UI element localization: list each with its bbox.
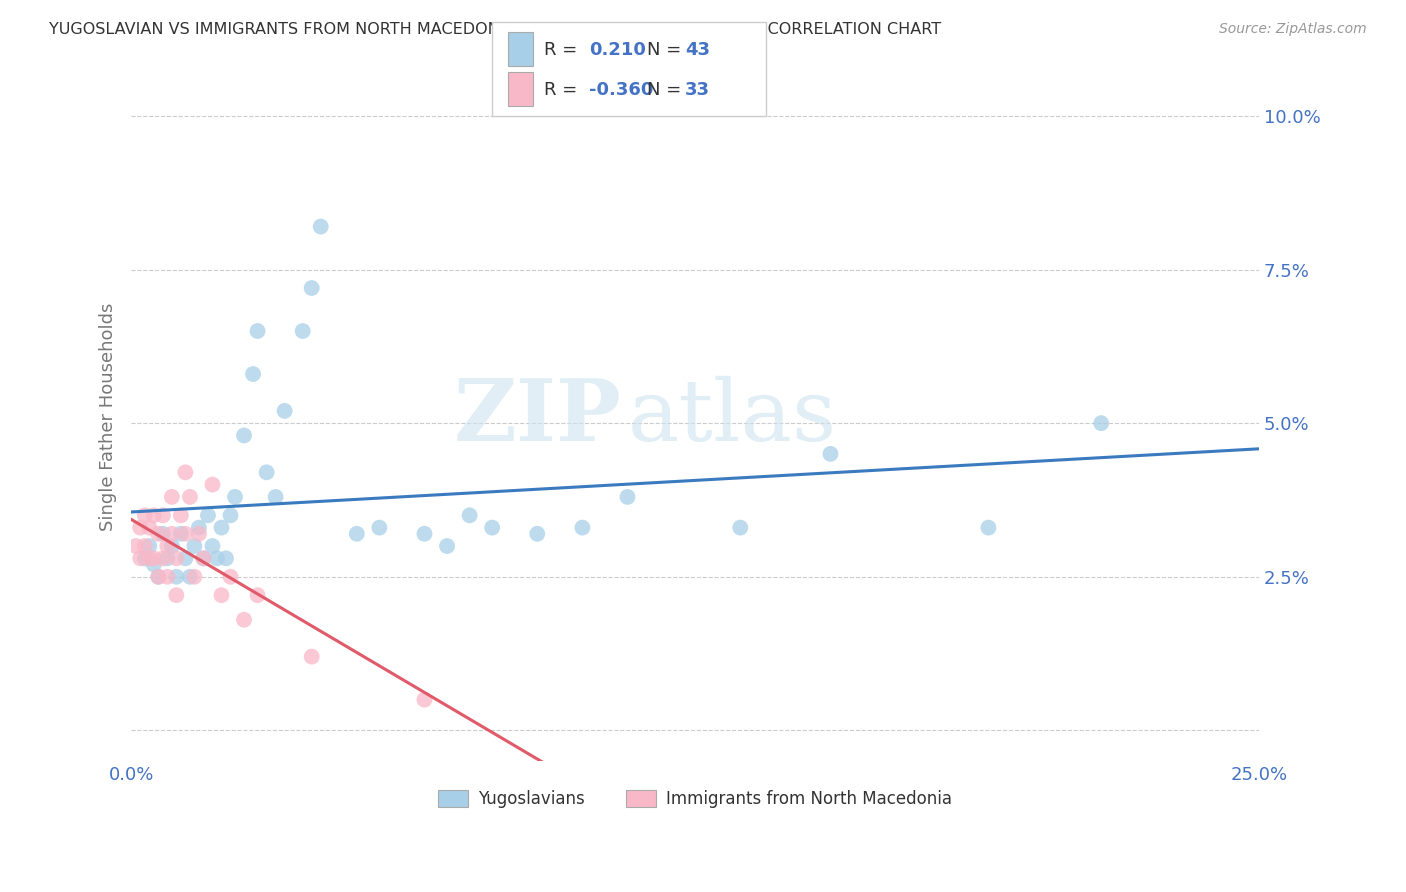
Point — [129, 551, 152, 566]
Point — [156, 539, 179, 553]
Point — [170, 508, 193, 523]
Text: 43: 43 — [685, 41, 710, 59]
Point — [174, 466, 197, 480]
Point — [179, 490, 201, 504]
Text: R =: R = — [544, 41, 578, 59]
Y-axis label: Single Father Households: Single Father Households — [100, 303, 117, 532]
Point — [142, 558, 165, 572]
Point — [233, 613, 256, 627]
Point — [215, 551, 238, 566]
Point — [291, 324, 314, 338]
Point — [134, 539, 156, 553]
Point — [201, 539, 224, 553]
Point — [413, 526, 436, 541]
Point — [977, 520, 1000, 534]
Text: 33: 33 — [685, 81, 710, 99]
Point — [211, 588, 233, 602]
Point — [129, 520, 152, 534]
Point — [205, 551, 228, 566]
Point — [156, 551, 179, 566]
Point — [246, 588, 269, 602]
Point — [526, 526, 548, 541]
Point — [246, 324, 269, 338]
Text: R =: R = — [544, 81, 578, 99]
Point — [368, 520, 391, 534]
Point — [165, 588, 187, 602]
Point — [458, 508, 481, 523]
Point — [138, 520, 160, 534]
Point — [309, 219, 332, 234]
Text: YUGOSLAVIAN VS IMMIGRANTS FROM NORTH MACEDONIA SINGLE FATHER HOUSEHOLDS CORRELAT: YUGOSLAVIAN VS IMMIGRANTS FROM NORTH MAC… — [49, 22, 942, 37]
Point — [152, 526, 174, 541]
Point — [148, 570, 170, 584]
Point — [174, 551, 197, 566]
Point — [165, 570, 187, 584]
Text: N =: N = — [647, 41, 686, 59]
Point — [187, 520, 209, 534]
Text: atlas: atlas — [627, 376, 837, 458]
Text: N =: N = — [647, 81, 686, 99]
Point — [183, 570, 205, 584]
Point — [224, 490, 246, 504]
Point — [820, 447, 842, 461]
Point — [138, 539, 160, 553]
Point — [138, 551, 160, 566]
Point — [413, 692, 436, 706]
Point — [193, 551, 215, 566]
Point — [233, 428, 256, 442]
Text: 0.210: 0.210 — [589, 41, 645, 59]
Point — [193, 551, 215, 566]
Text: Source: ZipAtlas.com: Source: ZipAtlas.com — [1219, 22, 1367, 37]
Point — [152, 551, 174, 566]
Point — [179, 570, 201, 584]
Point — [148, 526, 170, 541]
Point — [170, 526, 193, 541]
Point — [273, 404, 295, 418]
Point — [160, 539, 183, 553]
Legend: Yugoslavians, Immigrants from North Macedonia: Yugoslavians, Immigrants from North Mace… — [432, 783, 959, 814]
Point — [730, 520, 752, 534]
Point — [160, 526, 183, 541]
Point — [301, 281, 323, 295]
Point — [134, 508, 156, 523]
Point — [1090, 416, 1112, 430]
Point — [174, 526, 197, 541]
Text: ZIP: ZIP — [454, 375, 621, 459]
Point — [156, 570, 179, 584]
Point — [616, 490, 638, 504]
Point — [242, 367, 264, 381]
Point — [264, 490, 287, 504]
Point — [165, 551, 187, 566]
Point — [187, 526, 209, 541]
Point — [211, 520, 233, 534]
Point — [481, 520, 503, 534]
Point — [142, 551, 165, 566]
Point — [436, 539, 458, 553]
Point — [219, 570, 242, 584]
Point — [201, 477, 224, 491]
Point — [152, 508, 174, 523]
Point — [148, 570, 170, 584]
Point — [183, 539, 205, 553]
Point — [134, 551, 156, 566]
Text: -0.360: -0.360 — [589, 81, 654, 99]
Point — [256, 466, 278, 480]
Point — [301, 649, 323, 664]
Point — [346, 526, 368, 541]
Point — [142, 508, 165, 523]
Point — [125, 539, 148, 553]
Point — [197, 508, 219, 523]
Point — [219, 508, 242, 523]
Point — [160, 490, 183, 504]
Point — [571, 520, 593, 534]
